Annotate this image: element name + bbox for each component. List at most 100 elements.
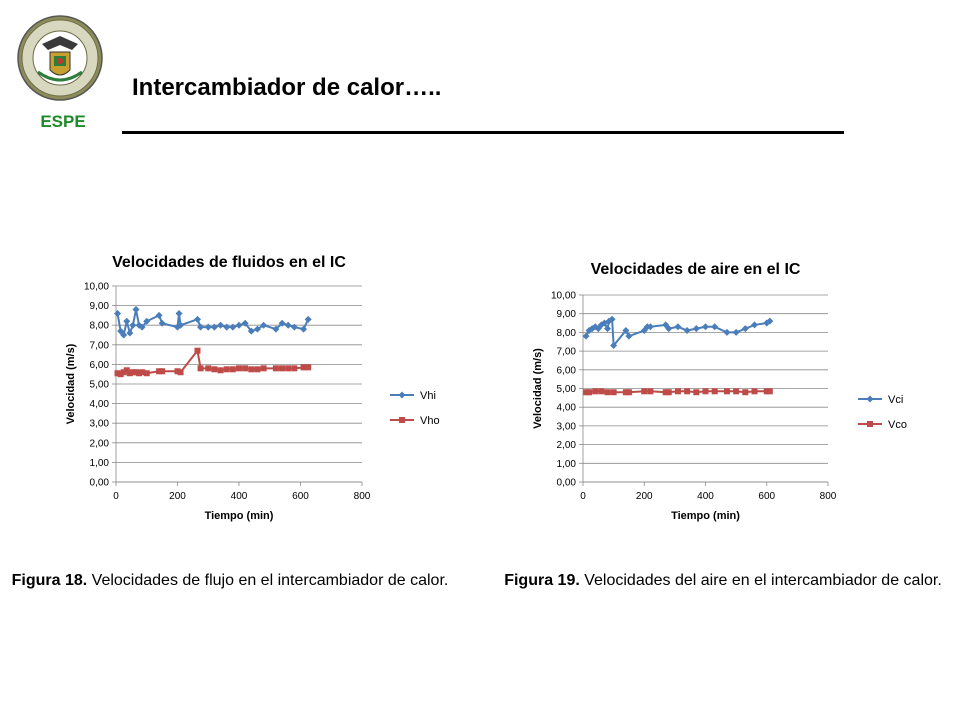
x-axis-label: Tiempo (min) — [205, 510, 274, 522]
y-tick-label: 2,00 — [557, 440, 577, 451]
y-tick-label: 2,00 — [90, 438, 110, 449]
data-point — [272, 365, 279, 372]
data-point — [136, 370, 143, 377]
x-tick-label: 200 — [169, 491, 186, 502]
data-point — [723, 388, 730, 395]
data-point — [300, 325, 308, 333]
data-point — [156, 368, 163, 375]
legend-marker — [399, 417, 405, 423]
x-tick-label: 800 — [820, 491, 837, 502]
data-point — [135, 321, 143, 329]
data-point — [235, 321, 243, 329]
data-point — [114, 370, 121, 377]
x-tick-label: 200 — [636, 491, 653, 502]
data-point — [254, 366, 261, 373]
x-tick-label: 800 — [354, 491, 371, 502]
data-point — [123, 317, 131, 325]
data-point — [285, 365, 292, 372]
data-point — [592, 388, 599, 395]
y-tick-label: 1,00 — [557, 459, 577, 470]
data-point — [610, 341, 618, 349]
data-point — [600, 319, 608, 327]
data-point — [284, 321, 292, 329]
data-point — [120, 331, 128, 339]
data-point — [217, 367, 224, 374]
data-point — [723, 328, 731, 336]
espe-logo — [16, 14, 104, 102]
y-tick-label: 0,00 — [557, 478, 577, 489]
y-tick-label: 5,00 — [557, 384, 577, 395]
data-point — [143, 317, 151, 325]
data-point — [741, 325, 749, 333]
data-point — [766, 317, 774, 325]
data-point — [241, 319, 249, 327]
y-tick-label: 6,00 — [90, 360, 110, 371]
data-point — [193, 315, 201, 323]
data-point — [217, 321, 225, 329]
data-point — [278, 319, 286, 327]
x-tick-label: 400 — [697, 491, 714, 502]
data-point — [702, 323, 709, 331]
data-point — [211, 366, 218, 373]
data-point — [305, 364, 312, 371]
x-axis-label: Tiempo (min) — [671, 510, 740, 522]
y-tick-label: 8,00 — [90, 321, 110, 332]
y-tick-label: 7,00 — [90, 340, 110, 351]
data-point — [608, 315, 616, 323]
legend-marker — [867, 421, 873, 427]
legend-label-vhi: Vhi — [420, 390, 436, 402]
title-underline — [122, 131, 844, 134]
data-point — [641, 388, 648, 395]
data-point — [117, 327, 125, 335]
caption-figure-19-text: Velocidades del aire en el intercambiado… — [579, 572, 942, 589]
data-point — [692, 325, 700, 333]
org-label: ESPE — [40, 112, 86, 131]
x-tick-label: 0 — [580, 491, 586, 502]
page-title: Intercambiador de calor….. — [132, 74, 442, 101]
data-point — [766, 388, 773, 395]
legend-marker — [398, 391, 406, 399]
data-point — [304, 315, 312, 323]
legend-label-vco: Vco — [888, 419, 907, 431]
y-tick-label: 6,00 — [557, 365, 577, 376]
data-point — [711, 388, 718, 395]
data-point — [605, 317, 613, 325]
legend-label-vho: Vho — [420, 415, 440, 427]
chart-title: Velocidades de aire en el IC — [591, 261, 801, 278]
data-point — [194, 347, 201, 354]
y-tick-label: 9,00 — [557, 309, 577, 320]
data-point — [622, 327, 630, 335]
y-tick-label: 10,00 — [84, 282, 109, 293]
y-tick-label: 1,00 — [90, 458, 110, 469]
data-point — [751, 321, 758, 329]
caption-figure-19: Figura 19. Velocidades del aire en el in… — [503, 570, 943, 591]
data-point — [126, 370, 133, 377]
caption-figure-19-label: Figura 19. — [504, 572, 580, 589]
data-point — [223, 323, 231, 331]
data-point — [138, 323, 146, 331]
x-tick-label: 0 — [113, 491, 119, 502]
data-point — [684, 388, 691, 395]
y-tick-label: 8,00 — [557, 328, 577, 339]
data-point — [132, 369, 139, 376]
y-tick-label: 0,00 — [90, 478, 110, 489]
data-point — [139, 369, 146, 376]
data-point — [290, 323, 298, 331]
data-point — [223, 366, 230, 373]
data-point — [272, 325, 280, 333]
data-point — [123, 367, 130, 374]
data-point — [279, 365, 286, 372]
y-tick-label: 3,00 — [557, 421, 577, 432]
y-tick-label: 9,00 — [90, 301, 110, 312]
data-point — [751, 388, 758, 395]
data-point — [665, 325, 673, 333]
y-tick-label: 5,00 — [90, 380, 110, 391]
data-point — [763, 388, 770, 395]
data-point — [625, 332, 633, 340]
y-tick-label: 4,00 — [557, 403, 577, 414]
data-point — [236, 365, 242, 372]
data-point — [197, 365, 204, 372]
y-tick-label: 4,00 — [90, 399, 110, 410]
data-point — [683, 327, 691, 335]
data-point — [291, 365, 298, 372]
